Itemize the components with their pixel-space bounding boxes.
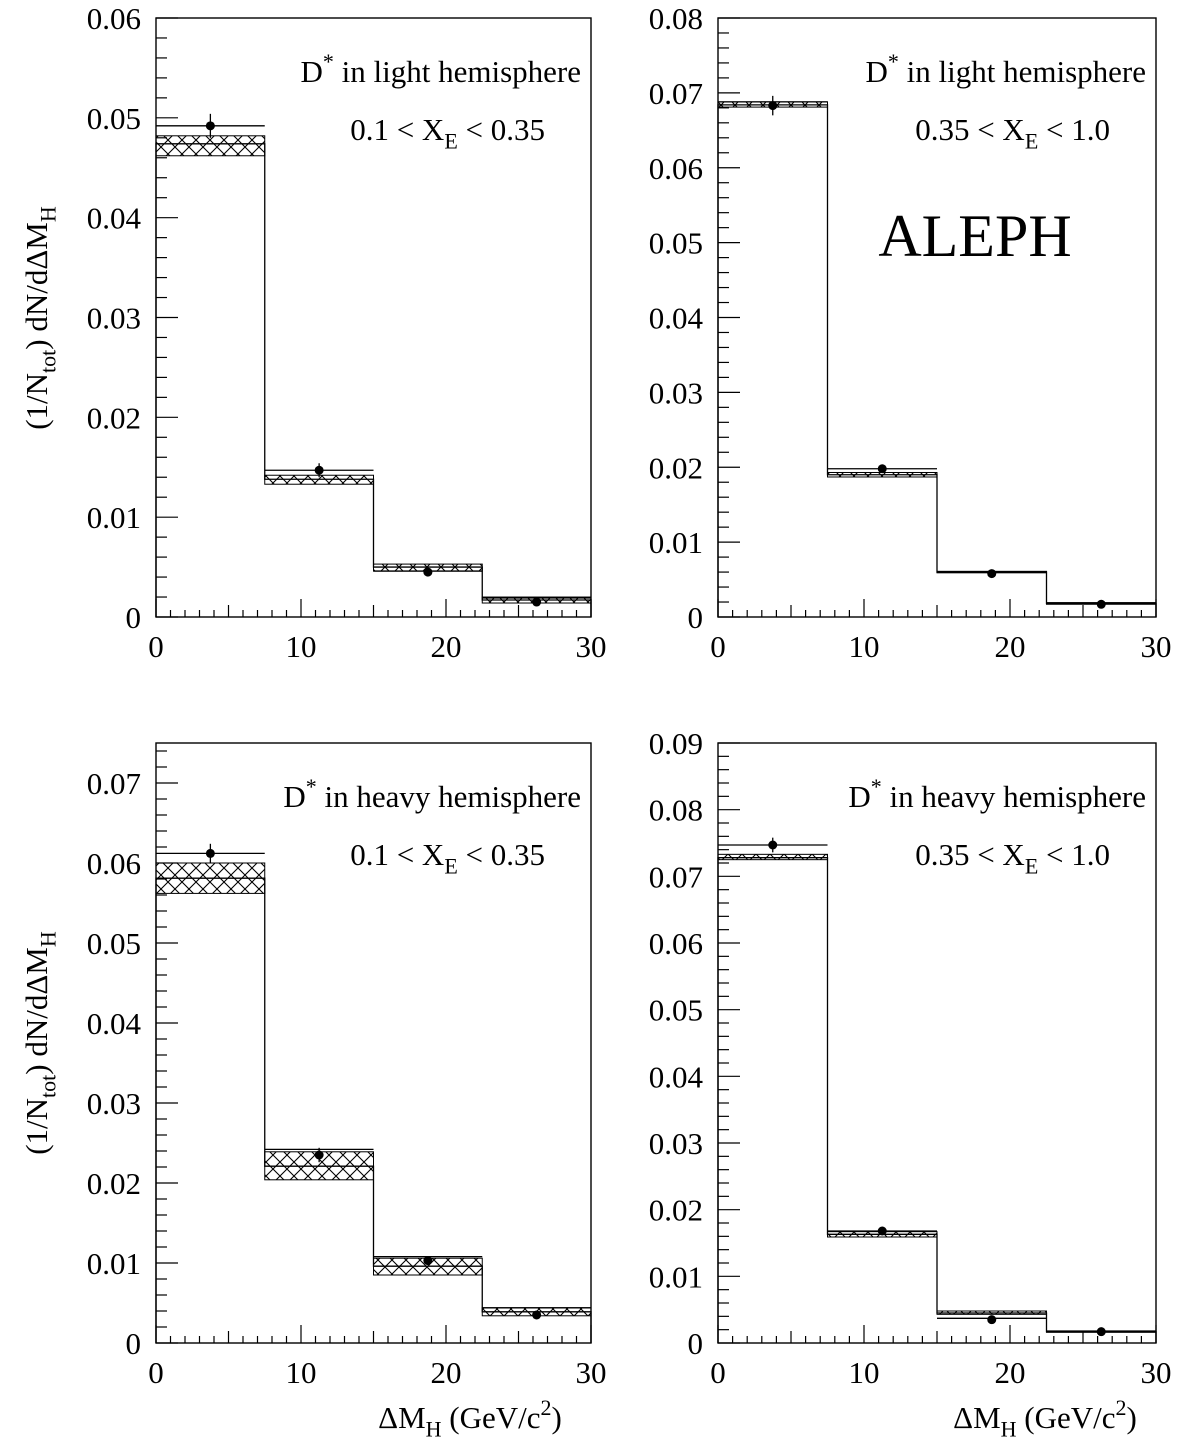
x-tick-label: 30	[576, 629, 607, 664]
y-tick-label: 0.05	[87, 926, 141, 961]
step-histogram	[717, 857, 1157, 1343]
y-tick-label: 0.02	[649, 1193, 703, 1228]
y-tick-label: 0.02	[649, 450, 703, 485]
x-tick-label: 10	[286, 629, 317, 664]
y-tick-label: 0.03	[649, 1126, 703, 1161]
x-tick-label: 20	[431, 629, 462, 664]
experiment-label: ALEPH	[878, 203, 1071, 269]
data-point-0	[768, 840, 778, 850]
band-bin-0	[717, 853, 828, 861]
data-point-3	[532, 1310, 542, 1320]
data-point-0	[768, 101, 778, 111]
y-tick-label: 0.03	[87, 301, 141, 336]
panel-xe-range: 0.35 < XE < 1.0	[915, 837, 1110, 879]
x-tick-label: 0	[148, 1355, 164, 1390]
y-axis-label: (1/Ntot) dN/dΔMH​	[19, 206, 61, 430]
panel-top-left: 0 0.01 0.02 0.03 0.04 0.05 0.06 0 10 20 30 D* in li…	[87, 1, 607, 664]
data-point-3	[532, 597, 542, 607]
panel-bottom-right: 0 0.01 0.02 0.03 0.04 0.05 0.06 0.07 0.08 0.09 0 10…	[649, 726, 1172, 1390]
panel-top-right: 0 0.01 0.02 0.03 0.04 0.05 0.06 0.07 0.08 0 10 20 30…	[649, 1, 1172, 664]
y-tick-label: 0.05	[87, 101, 141, 136]
y-tick-label: 0	[688, 1326, 704, 1361]
panel-title: D* in light hemisphere	[301, 49, 581, 89]
data-point-1	[314, 465, 324, 475]
y-tick-label: 0.02	[87, 1166, 141, 1201]
x-tick-label: 20	[995, 629, 1026, 664]
x-axis-label: ΔMH (GeV/c2)	[378, 1395, 562, 1442]
x-tick-label: 20	[995, 1355, 1026, 1390]
y-tick-label: 0.01	[87, 1246, 141, 1281]
data-point-1	[314, 1150, 324, 1160]
x-tick-label: 30	[1141, 1355, 1172, 1390]
y-tick-label: 0.06	[87, 1, 141, 36]
data-point-2	[987, 1315, 997, 1325]
y-tick-label: 0.08	[649, 793, 703, 828]
y-tick-label: 0.04	[87, 1006, 142, 1041]
x-tick-label: 10	[849, 629, 880, 664]
y-axis-label: (1/Ntot) dN/dΔMH​	[19, 931, 61, 1155]
x-tick-label: 0	[710, 1355, 726, 1390]
data-point-3	[1096, 599, 1106, 609]
y-tick-label: 0.07	[87, 766, 141, 801]
y-tick-label: 0.02	[87, 400, 141, 435]
y-tick-label: 0.01	[87, 500, 141, 535]
x-tick-label: 0	[148, 629, 164, 664]
y-tick-label: 0	[688, 600, 704, 635]
y-tick-label: 0.05	[649, 226, 703, 261]
panel-xe-range: 0.35 < XE < 1.0	[915, 112, 1110, 154]
y-tick-label: 0.06	[649, 926, 703, 961]
data-point-3	[1096, 1327, 1106, 1337]
data-point-1	[877, 464, 887, 474]
panel-title: D* in heavy hemisphere	[848, 774, 1146, 814]
y-tick-label: 0	[126, 600, 142, 635]
panel-title: D* in light hemisphere	[866, 49, 1146, 89]
y-tick-label: 0.07	[649, 859, 703, 894]
panel-title: D* in heavy hemisphere	[283, 774, 581, 814]
data-point-2	[423, 1256, 433, 1266]
data-point-0	[205, 121, 215, 131]
step-histogram	[155, 143, 592, 617]
step-histogram	[717, 104, 1157, 617]
y-tick-label: 0	[126, 1326, 142, 1361]
y-tick-label: 0.09	[649, 726, 703, 761]
y-tick-label: 0.06	[649, 151, 703, 186]
y-tick-label: 0.05	[649, 993, 703, 1028]
x-axis-label: ΔMH (GeV/c2)	[953, 1395, 1137, 1442]
panel-xe-range: 0.1 < XE < 0.35	[350, 837, 545, 879]
y-tick-label: 0.04	[649, 301, 704, 336]
x-tick-label: 10	[286, 1355, 317, 1390]
x-tick-label: 20	[431, 1355, 462, 1390]
data-point-2	[987, 569, 997, 579]
x-tick-label: 30	[576, 1355, 607, 1390]
x-tick-label: 30	[1141, 629, 1172, 664]
y-tick-label: 0.08	[649, 1, 703, 36]
x-tick-label: 0	[710, 629, 726, 664]
y-tick-label: 0.03	[87, 1086, 141, 1121]
y-tick-label: 0.06	[87, 846, 141, 881]
y-tick-label: 0.07	[649, 76, 703, 111]
panel-xe-range: 0.1 < XE < 0.35	[350, 112, 545, 154]
y-tick-label: 0.04	[649, 1059, 704, 1094]
y-tick-label: 0.01	[649, 525, 703, 560]
data-point-0	[205, 848, 215, 858]
y-tick-label: 0.04	[87, 201, 142, 236]
x-tick-label: 10	[849, 1355, 880, 1390]
y-tick-label: 0.01	[649, 1259, 703, 1294]
data-point-2	[423, 567, 433, 577]
y-tick-label: 0.03	[649, 375, 703, 410]
data-point-1	[877, 1226, 887, 1236]
band-bin-0	[155, 135, 266, 157]
panel-bottom-left: 0 0.01 0.02 0.03 0.04 0.05 0.06 0.07 0 10 20 30 D* i…	[87, 742, 607, 1390]
